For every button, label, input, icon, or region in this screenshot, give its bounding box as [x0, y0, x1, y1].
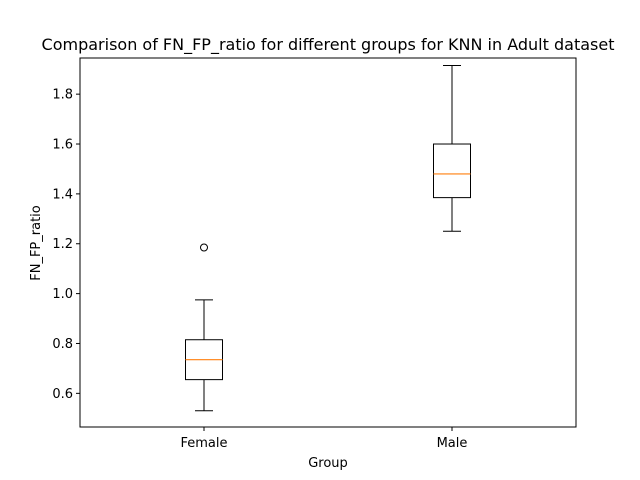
x-axis-label: Group [308, 456, 348, 471]
box-group-female [185, 243, 223, 412]
x-axis: Female Male [180, 427, 467, 451]
interquartile-box [433, 143, 471, 199]
box-group-male [433, 64, 471, 232]
y-tick-label: 1.8 [52, 88, 73, 103]
y-tick-label: 1.6 [52, 138, 73, 153]
y-tick-label: 1.0 [52, 287, 73, 302]
y-tick-label: 1.2 [52, 237, 73, 252]
chart-title: Comparison of FN_FP_ratio for different … [42, 35, 615, 55]
y-tick-label: 1.4 [52, 187, 73, 202]
outlier-point [200, 243, 208, 252]
y-tick-label: 0.6 [52, 387, 73, 402]
y-axis: 0.6 0.8 1.0 1.2 1.4 1.6 1.8 [52, 88, 80, 402]
y-tick-label: 0.8 [52, 337, 73, 352]
x-tick-label: Female [180, 436, 227, 451]
chart-marks [185, 64, 471, 412]
x-tick-label: Male [437, 436, 468, 451]
y-axis-label: FN_FP_ratio [29, 205, 44, 281]
plot-frame [79, 57, 577, 428]
